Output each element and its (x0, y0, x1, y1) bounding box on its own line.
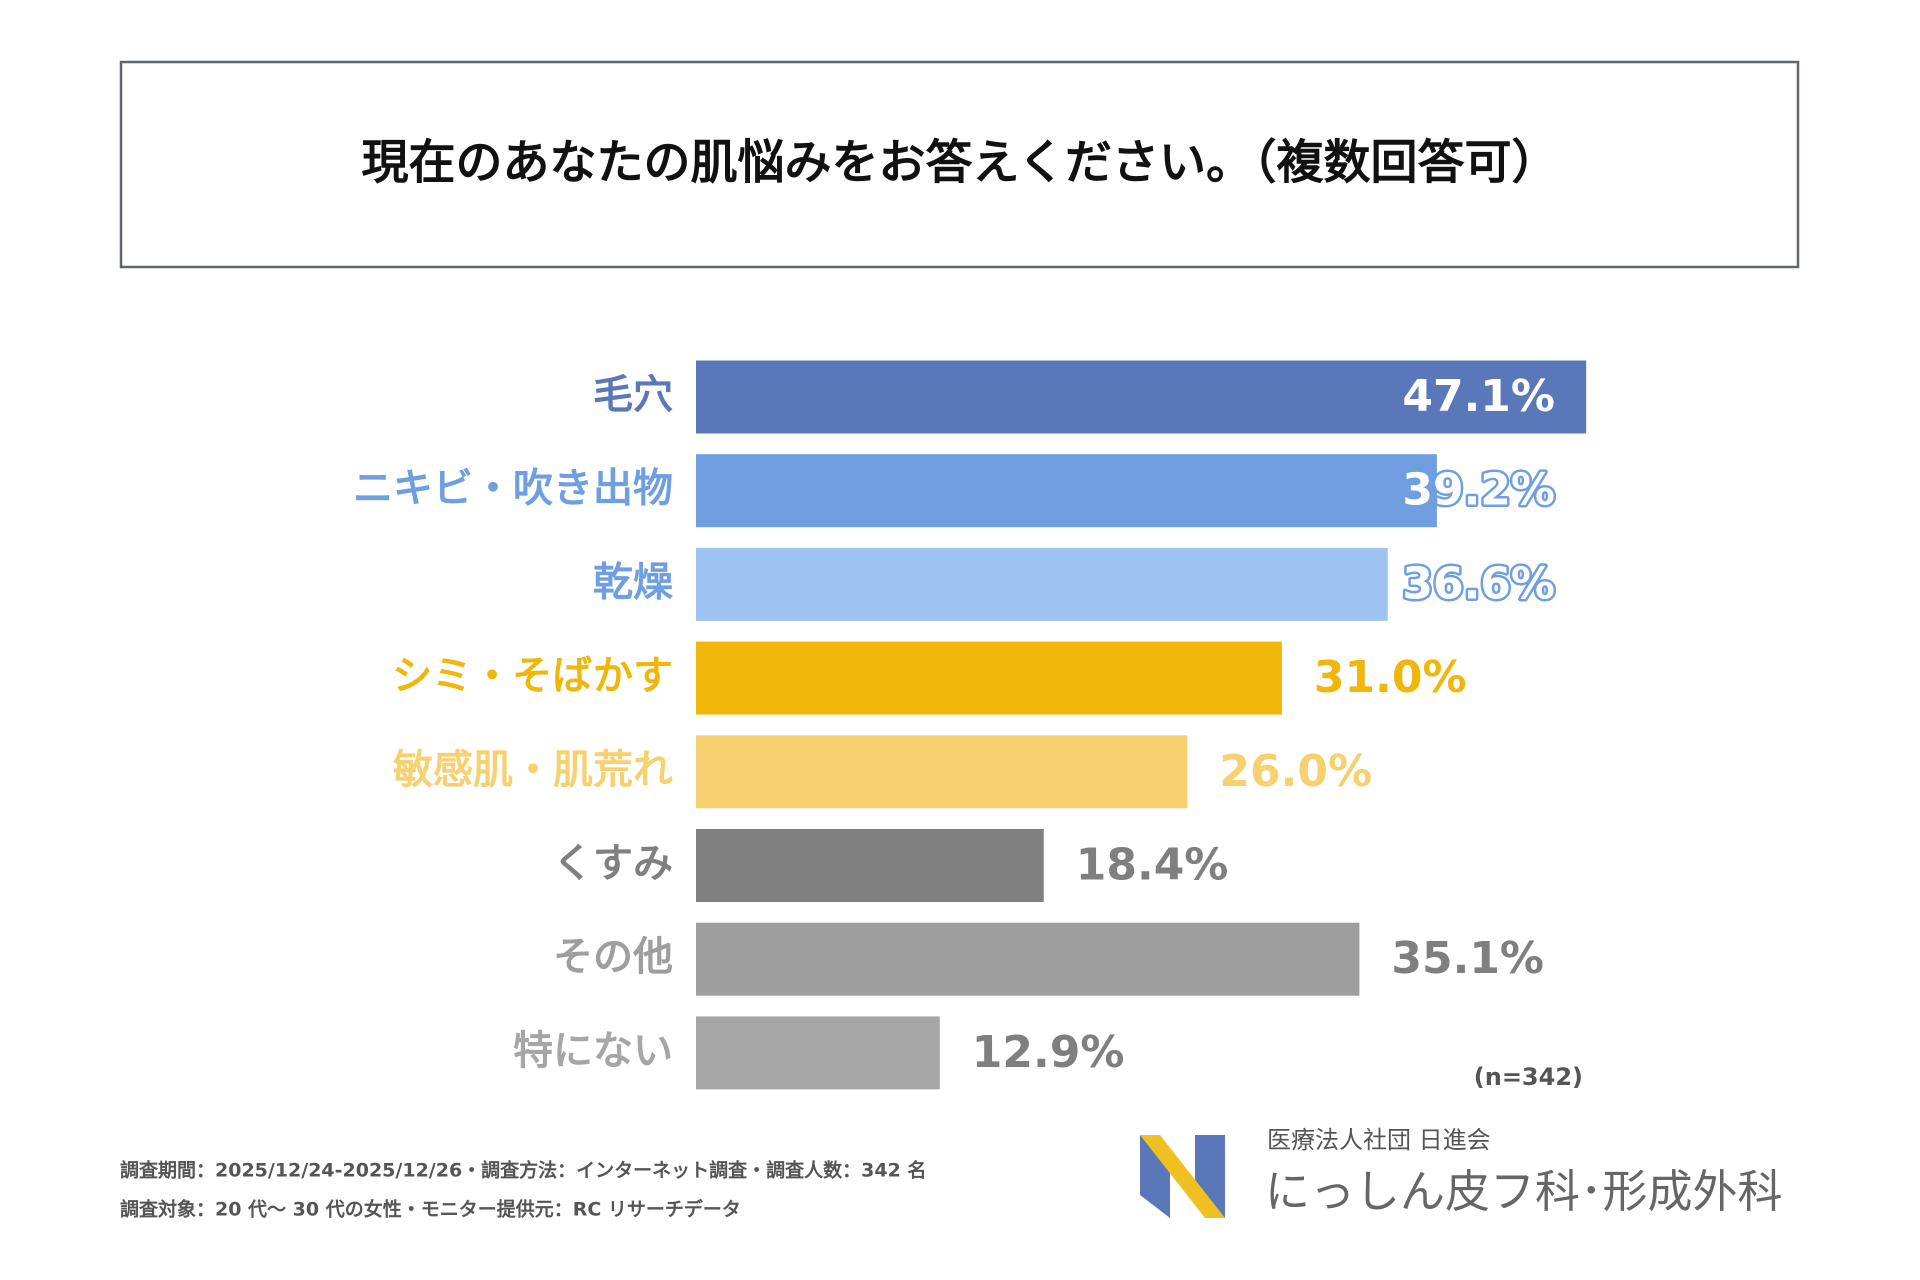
footer-line: 調査対象：20 代～ 30 代の女性・モニター提供元：RC リサーチデータ (120, 1198, 741, 1221)
category-label: シミ・そばかす (392, 653, 673, 699)
bar (696, 547, 1388, 621)
value-label: 36.6% (1402, 558, 1555, 609)
category-label: 乾燥 (593, 559, 674, 605)
footer-line: 調査期間：2025/12/24-2025/12/26・調査方法：インターネット調… (120, 1159, 926, 1182)
category-label: 毛穴 (593, 372, 673, 418)
sample-note: (n=342) (1474, 1063, 1583, 1091)
organization: 医療法人社団 日進会 (1267, 1126, 1491, 1154)
value-label: 31.0% (1314, 652, 1467, 703)
category-label: 敏感肌・肌荒れ (393, 747, 673, 793)
category-label: 特にない (513, 1028, 673, 1074)
category-label: その他 (553, 934, 673, 980)
value-label: 18.4% (1076, 840, 1229, 891)
bar (696, 829, 1044, 902)
chart-title: 現在のあなたの肌悩みをお答えください。（複数回答可） (361, 136, 1558, 191)
logo (1140, 1135, 1225, 1218)
value-label: 39.2% (1402, 465, 1555, 516)
value-label: 35.1% (1391, 933, 1544, 984)
clinic-name: にっしん皮フ科･形成外科 (1265, 1165, 1783, 1218)
value-label: 47.1% (1402, 371, 1555, 422)
bar (696, 922, 1360, 996)
logo-shape (1195, 1135, 1225, 1218)
category-label: くすみ (553, 841, 673, 887)
bar (696, 360, 1587, 434)
logo-shape (1140, 1135, 1225, 1218)
bar (696, 641, 1282, 715)
value-label: 26.0% (1219, 746, 1372, 797)
bar (696, 454, 1437, 528)
value-label: 12.9% (972, 1027, 1125, 1078)
title-box (119, 60, 1800, 269)
bar (696, 1016, 940, 1090)
bar (696, 735, 1188, 809)
category-label: ニキビ・吹き出物 (353, 466, 673, 512)
